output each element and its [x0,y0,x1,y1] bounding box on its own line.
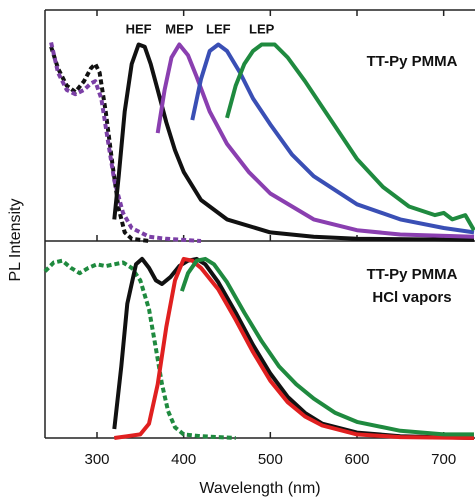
series-line [225,42,475,232]
x-tick-label: 300 [84,451,109,468]
y-axis-label: PL Intensity [7,198,24,281]
x-tick-label: 700 [431,451,456,468]
series-line [180,256,474,437]
series-line [49,41,202,243]
series-line [114,256,475,440]
peak-label: LEF [206,21,231,36]
x-axis-label: Wavelength (nm) [199,480,320,497]
peak-label: HEF [126,21,152,36]
series-line [43,258,236,440]
series-line [49,46,150,243]
x-tick-label: 400 [171,451,196,468]
series-line [190,42,475,235]
series-line [155,42,475,239]
panel-label: HCl vapors [372,289,451,306]
series-line [112,42,475,242]
peak-label: MEP [165,21,194,36]
panel-label: TT-Py PMMA [367,266,458,283]
panel-label: TT-Py PMMA [367,53,458,70]
peak-label: LEP [249,21,275,36]
x-tick-label: 600 [344,451,369,468]
x-tick-label: 500 [258,451,283,468]
